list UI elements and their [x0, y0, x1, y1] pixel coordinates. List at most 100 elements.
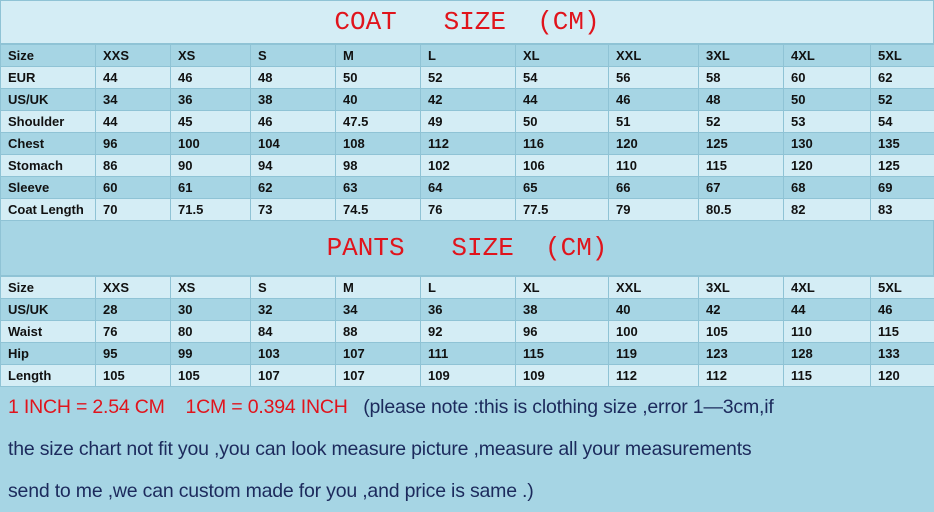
table-cell: 83: [871, 199, 934, 221]
table-cell: 112: [609, 365, 699, 387]
table-cell: 76: [96, 321, 171, 343]
table-cell: 115: [871, 321, 934, 343]
table-cell: 110: [784, 321, 871, 343]
table-cell: 77.5: [516, 199, 609, 221]
table-cell: XXS: [96, 45, 171, 67]
row-label: Size: [1, 45, 96, 67]
table-cell: 95: [96, 343, 171, 365]
table-cell: 111: [421, 343, 516, 365]
table-cell: 48: [699, 89, 784, 111]
table-cell: XXL: [609, 45, 699, 67]
table-cell: 53: [784, 111, 871, 133]
table-cell: 38: [251, 89, 336, 111]
pants-size-title: PANTS SIZE (CM): [0, 220, 934, 276]
table-cell: 123: [699, 343, 784, 365]
table-cell: 32: [251, 299, 336, 321]
table-cell: XXL: [609, 277, 699, 299]
table-cell: 73: [251, 199, 336, 221]
table-cell: 105: [171, 365, 251, 387]
table-cell: 4XL: [784, 277, 871, 299]
table-cell: 47.5: [336, 111, 421, 133]
table-cell: 104: [251, 133, 336, 155]
table-cell: 3XL: [699, 45, 784, 67]
table-cell: 61: [171, 177, 251, 199]
table-cell: 120: [609, 133, 699, 155]
table-cell: 88: [336, 321, 421, 343]
unit-conversion: 1 INCH = 2.54 CM 1CM = 0.394 INCH: [8, 396, 348, 418]
table-cell: 120: [784, 155, 871, 177]
table-cell: 60: [784, 67, 871, 89]
row-label: Chest: [1, 133, 96, 155]
table-cell: 80: [171, 321, 251, 343]
table-cell: 46: [251, 111, 336, 133]
table-cell: 44: [784, 299, 871, 321]
row-label: Shoulder: [1, 111, 96, 133]
table-cell: 65: [516, 177, 609, 199]
table-cell: 100: [171, 133, 251, 155]
row-label: US/UK: [1, 299, 96, 321]
table-cell: 133: [871, 343, 934, 365]
table-cell: 98: [336, 155, 421, 177]
row-label: US/UK: [1, 89, 96, 111]
table-cell: 34: [336, 299, 421, 321]
table-cell: 135: [871, 133, 934, 155]
table-cell: 62: [871, 67, 934, 89]
table-cell: 48: [251, 67, 336, 89]
table-cell: 112: [699, 365, 784, 387]
row-label: Sleeve: [1, 177, 96, 199]
table-cell: 40: [336, 89, 421, 111]
table-cell: 36: [171, 89, 251, 111]
table-cell: 110: [609, 155, 699, 177]
table-cell: 125: [699, 133, 784, 155]
table-cell: 69: [871, 177, 934, 199]
table-cell: 107: [336, 365, 421, 387]
table-cell: 115: [784, 365, 871, 387]
row-label: Waist: [1, 321, 96, 343]
note-line-3: send to me ,we can custom made for you ,…: [8, 470, 934, 512]
table-cell: 42: [699, 299, 784, 321]
table-cell: 116: [516, 133, 609, 155]
table-cell: 34: [96, 89, 171, 111]
table-cell: 54: [871, 111, 934, 133]
table-cell: M: [336, 277, 421, 299]
table-cell: 74.5: [336, 199, 421, 221]
table-cell: 115: [516, 343, 609, 365]
size-notes: 1 INCH = 2.54 CM 1CM = 0.394 INCH (pleas…: [8, 386, 934, 512]
table-cell: 106: [516, 155, 609, 177]
table-cell: 119: [609, 343, 699, 365]
table-cell: 5XL: [871, 45, 934, 67]
table-cell: 44: [96, 67, 171, 89]
table-cell: 63: [336, 177, 421, 199]
table-cell: 120: [871, 365, 934, 387]
table-cell: 30: [171, 299, 251, 321]
table-cell: 28: [96, 299, 171, 321]
table-cell: 40: [609, 299, 699, 321]
table-cell: 68: [784, 177, 871, 199]
table-cell: 62: [251, 177, 336, 199]
note-line-2: the size chart not fit you ,you can look…: [8, 428, 934, 470]
table-cell: XS: [171, 277, 251, 299]
table-cell: 38: [516, 299, 609, 321]
table-cell: 92: [421, 321, 516, 343]
table-cell: 50: [784, 89, 871, 111]
table-cell: 102: [421, 155, 516, 177]
table-cell: 79: [609, 199, 699, 221]
table-cell: 84: [251, 321, 336, 343]
note-line-1: (please note :this is clothing size ,err…: [348, 396, 774, 418]
table-cell: 94: [251, 155, 336, 177]
table-cell: 66: [609, 177, 699, 199]
row-label: Size: [1, 277, 96, 299]
table-cell: 112: [421, 133, 516, 155]
table-cell: 76: [421, 199, 516, 221]
